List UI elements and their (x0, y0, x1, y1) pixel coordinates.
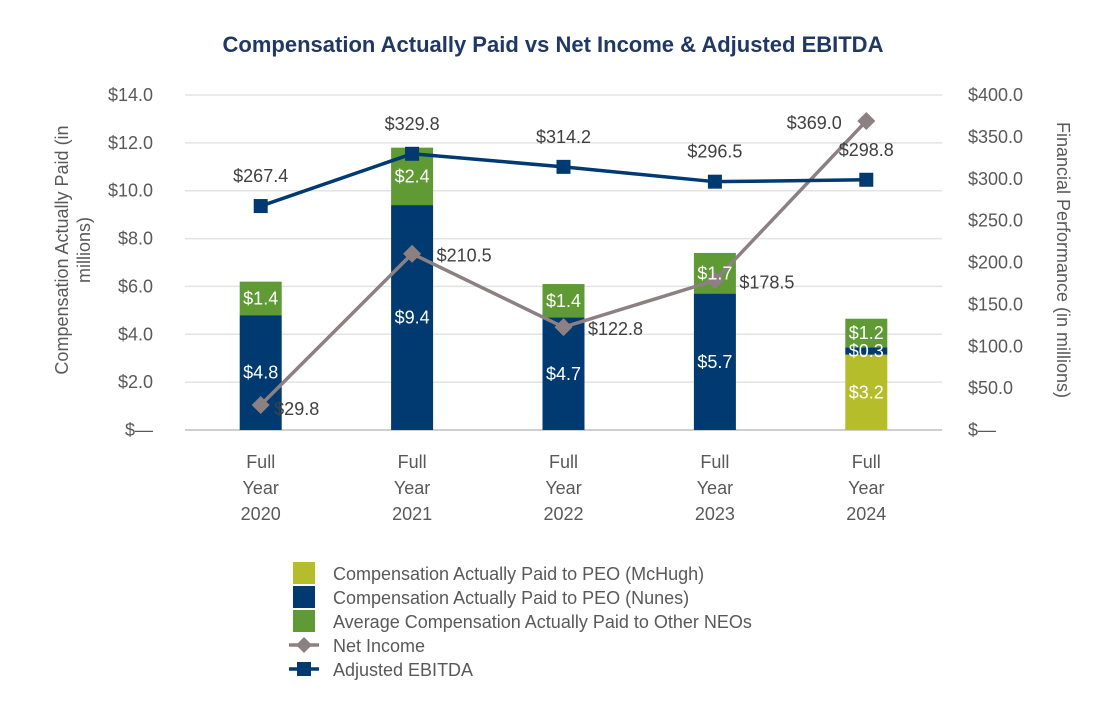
legend-marker (297, 662, 311, 676)
line-data-label: $122.8 (588, 319, 643, 339)
line-data-label: $210.5 (437, 246, 492, 266)
x-category-label: Full Year 2024 (846, 452, 886, 524)
bar-segment (845, 347, 888, 355)
x-category-label-line: Full (398, 452, 427, 472)
bar-data-label: $1.4 (243, 288, 278, 308)
bar-data-label: $9.4 (395, 308, 430, 328)
x-category-label-line: Year (848, 478, 884, 498)
x-category-label-line: Full (246, 452, 275, 472)
y-left-axis-title-line: Compensation Actually Paid (in (52, 125, 72, 374)
legend-label: Net Income (333, 636, 425, 656)
legend-label: Average Compensation Actually Paid to Ot… (333, 612, 752, 632)
y-left-axis-title: Compensation Actually Paid (in millions) (52, 125, 94, 374)
x-category-label-line: Year (243, 478, 279, 498)
legend-swatch (293, 586, 315, 608)
y-left-tick-label: $14.0 (108, 85, 153, 105)
y-left-axis-title-line: millions) (74, 217, 94, 283)
line-marker (707, 174, 722, 189)
x-category-label-line: Year (545, 478, 581, 498)
legend-label: Compensation Actually Paid to PEO (Nunes… (333, 588, 689, 608)
bar-data-label: $1.7 (697, 263, 732, 283)
chart-title: Compensation Actually Paid vs Net Income… (223, 32, 884, 57)
line-data-label: $314.2 (536, 127, 591, 147)
line-data-label: $369.0 (787, 113, 842, 133)
line-data-label: $329.8 (385, 114, 440, 134)
y-right-tick-label: $250.0 (968, 211, 1023, 231)
bar-segment (845, 318, 888, 348)
bar-data-label: $5.7 (697, 352, 732, 372)
legend-swatch (293, 610, 315, 632)
bar-data-label: $1.4 (546, 291, 581, 311)
line-data-label: $29.8 (274, 399, 319, 419)
x-category-label-line: Full (700, 452, 729, 472)
y-right-tick-label: $50.0 (968, 378, 1013, 398)
line-marker (554, 318, 573, 337)
bar-data-label: $4.7 (546, 364, 581, 384)
legend-label: Adjusted EBITDA (333, 660, 473, 680)
x-category-label-line: Year (697, 478, 733, 498)
bar-segment (239, 281, 282, 316)
y-right-tick-label: $350.0 (968, 127, 1023, 147)
x-category-label-line: 2022 (543, 504, 583, 524)
y-left-tick-label: $8.0 (118, 229, 153, 249)
x-category-label-line: 2023 (695, 504, 735, 524)
x-category-label: Full Year 2023 (695, 452, 735, 524)
line-marker (556, 159, 571, 174)
legend-swatch (293, 562, 315, 584)
y-left-tick-label: $— (125, 420, 153, 440)
x-category-label-line: Year (394, 478, 430, 498)
line-marker (253, 199, 268, 214)
x-category-label-line: Full (549, 452, 578, 472)
y-right-axis-title: Financial Performance (in millions) (1053, 122, 1073, 398)
bar-segment (845, 354, 888, 430)
x-category-label: Full Year 2022 (543, 452, 583, 524)
bar-data-label: $0.3 (849, 341, 884, 361)
y-left-tick-label: $10.0 (108, 181, 153, 201)
y-right-tick-label: $— (968, 420, 996, 440)
x-category-label: Full Year 2021 (392, 452, 432, 524)
y-right-tick-label: $150.0 (968, 294, 1023, 314)
line-marker (403, 244, 422, 263)
y-left-tick-label: $6.0 (118, 276, 153, 296)
line-marker (857, 111, 876, 130)
line-marker (405, 146, 420, 161)
y-right-tick-label: $100.0 (968, 336, 1023, 356)
x-category-label-line: 2024 (846, 504, 886, 524)
x-category-label-line: Full (852, 452, 881, 472)
line-marker (251, 396, 270, 415)
line-data-label: $178.5 (739, 273, 794, 293)
line-data-label: $267.4 (233, 166, 288, 186)
line-data-label: $296.5 (687, 142, 742, 162)
x-category-label-line: 2020 (241, 504, 281, 524)
line-marker (705, 271, 724, 290)
bar-segment (391, 205, 434, 430)
bar-segment (693, 293, 736, 430)
line-marker (859, 172, 874, 187)
y-right-tick-label: $400.0 (968, 85, 1023, 105)
bar-segment (542, 317, 585, 430)
y-right-tick-label: $300.0 (968, 169, 1023, 189)
x-category-label-line: 2021 (392, 504, 432, 524)
y-left-tick-label: $2.0 (118, 372, 153, 392)
bar-data-label: $2.4 (395, 166, 430, 186)
y-left-tick-label: $4.0 (118, 324, 153, 344)
line-data-label: $298.8 (839, 140, 894, 160)
y-right-tick-label: $200.0 (968, 253, 1023, 273)
legend-label: Compensation Actually Paid to PEO (McHug… (333, 564, 704, 584)
bar-data-label: $3.2 (849, 382, 884, 402)
bar-data-label: $1.2 (849, 323, 884, 343)
bar-segment (542, 284, 585, 318)
legend-marker (296, 637, 312, 653)
x-category-label: Full Year 2020 (241, 452, 281, 524)
y-left-tick-label: $12.0 (108, 133, 153, 153)
bar-data-label: $4.8 (243, 363, 278, 383)
